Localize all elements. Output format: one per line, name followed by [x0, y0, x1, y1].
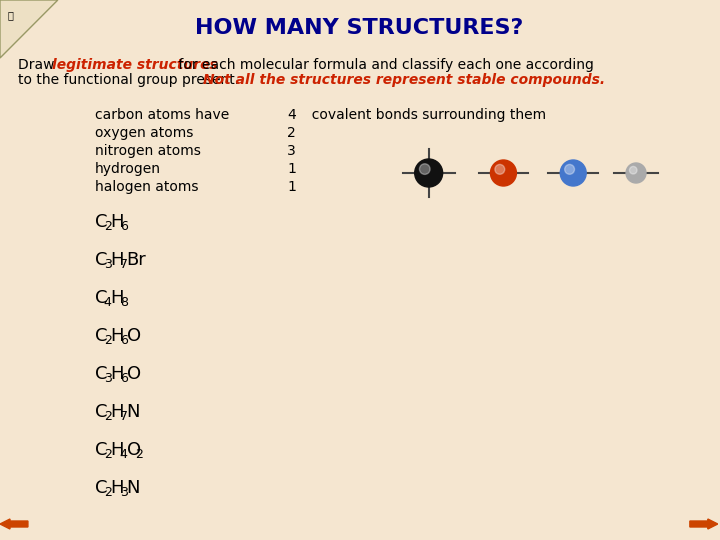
Text: 3: 3 — [287, 144, 296, 158]
Text: C: C — [95, 289, 107, 307]
Text: 🍀: 🍀 — [8, 10, 14, 20]
Text: 8: 8 — [120, 295, 127, 308]
Text: 4: 4 — [287, 108, 296, 122]
Text: 6: 6 — [120, 334, 127, 347]
FancyArrow shape — [0, 519, 28, 529]
Circle shape — [626, 163, 646, 183]
Circle shape — [564, 164, 575, 174]
Text: oxygen atoms: oxygen atoms — [95, 126, 193, 140]
Text: 3: 3 — [120, 485, 127, 498]
Text: 4: 4 — [120, 448, 127, 461]
Text: N: N — [127, 403, 140, 421]
Text: H: H — [111, 365, 124, 383]
Text: N: N — [127, 479, 140, 497]
FancyArrow shape — [690, 519, 718, 529]
Text: 2: 2 — [135, 448, 143, 461]
Text: 6: 6 — [120, 219, 127, 233]
Text: covalent bonds surrounding them: covalent bonds surrounding them — [303, 108, 546, 122]
Text: C: C — [95, 327, 107, 345]
Text: C: C — [95, 213, 107, 231]
Text: 3: 3 — [104, 258, 112, 271]
Text: 4: 4 — [104, 295, 112, 308]
Text: C: C — [95, 403, 107, 421]
Text: for each molecular formula and classify each one according: for each molecular formula and classify … — [174, 58, 594, 72]
Text: O: O — [127, 365, 140, 383]
Text: O: O — [127, 441, 140, 459]
Circle shape — [420, 164, 430, 174]
Text: H: H — [111, 327, 124, 345]
Text: H: H — [111, 441, 124, 459]
Text: 1: 1 — [287, 162, 296, 176]
Text: Br: Br — [127, 251, 146, 269]
Text: 2: 2 — [104, 219, 112, 233]
Circle shape — [629, 166, 637, 174]
Text: O: O — [127, 327, 140, 345]
Text: carbon atoms have: carbon atoms have — [95, 108, 229, 122]
Text: 6: 6 — [120, 372, 127, 384]
Text: 2: 2 — [104, 334, 112, 347]
Text: 2: 2 — [104, 409, 112, 422]
Text: 2: 2 — [287, 126, 296, 140]
Text: H: H — [111, 213, 124, 231]
Circle shape — [560, 160, 586, 186]
Text: 2: 2 — [104, 485, 112, 498]
Text: C: C — [95, 365, 107, 383]
Text: 3: 3 — [104, 372, 112, 384]
Text: H: H — [111, 289, 124, 307]
Text: C: C — [95, 479, 107, 497]
Text: to the functional group present.: to the functional group present. — [18, 73, 248, 87]
Text: C: C — [95, 441, 107, 459]
Text: nitrogen atoms: nitrogen atoms — [95, 144, 201, 158]
Text: 1: 1 — [287, 180, 296, 194]
Text: legitimate structures: legitimate structures — [52, 58, 217, 72]
Text: hydrogen: hydrogen — [95, 162, 161, 176]
Circle shape — [415, 159, 443, 187]
Text: HOW MANY STRUCTURES?: HOW MANY STRUCTURES? — [194, 18, 523, 38]
Text: H: H — [111, 251, 124, 269]
Text: H: H — [111, 403, 124, 421]
Text: H: H — [111, 479, 124, 497]
Circle shape — [495, 164, 505, 174]
Text: 2: 2 — [104, 448, 112, 461]
Text: halogen atoms: halogen atoms — [95, 180, 198, 194]
Text: Draw: Draw — [18, 58, 59, 72]
Text: C: C — [95, 251, 107, 269]
Text: Not all the structures represent stable compounds.: Not all the structures represent stable … — [203, 73, 606, 87]
Text: 7: 7 — [120, 409, 127, 422]
Text: 7: 7 — [120, 258, 127, 271]
Circle shape — [490, 160, 516, 186]
Polygon shape — [0, 0, 58, 58]
